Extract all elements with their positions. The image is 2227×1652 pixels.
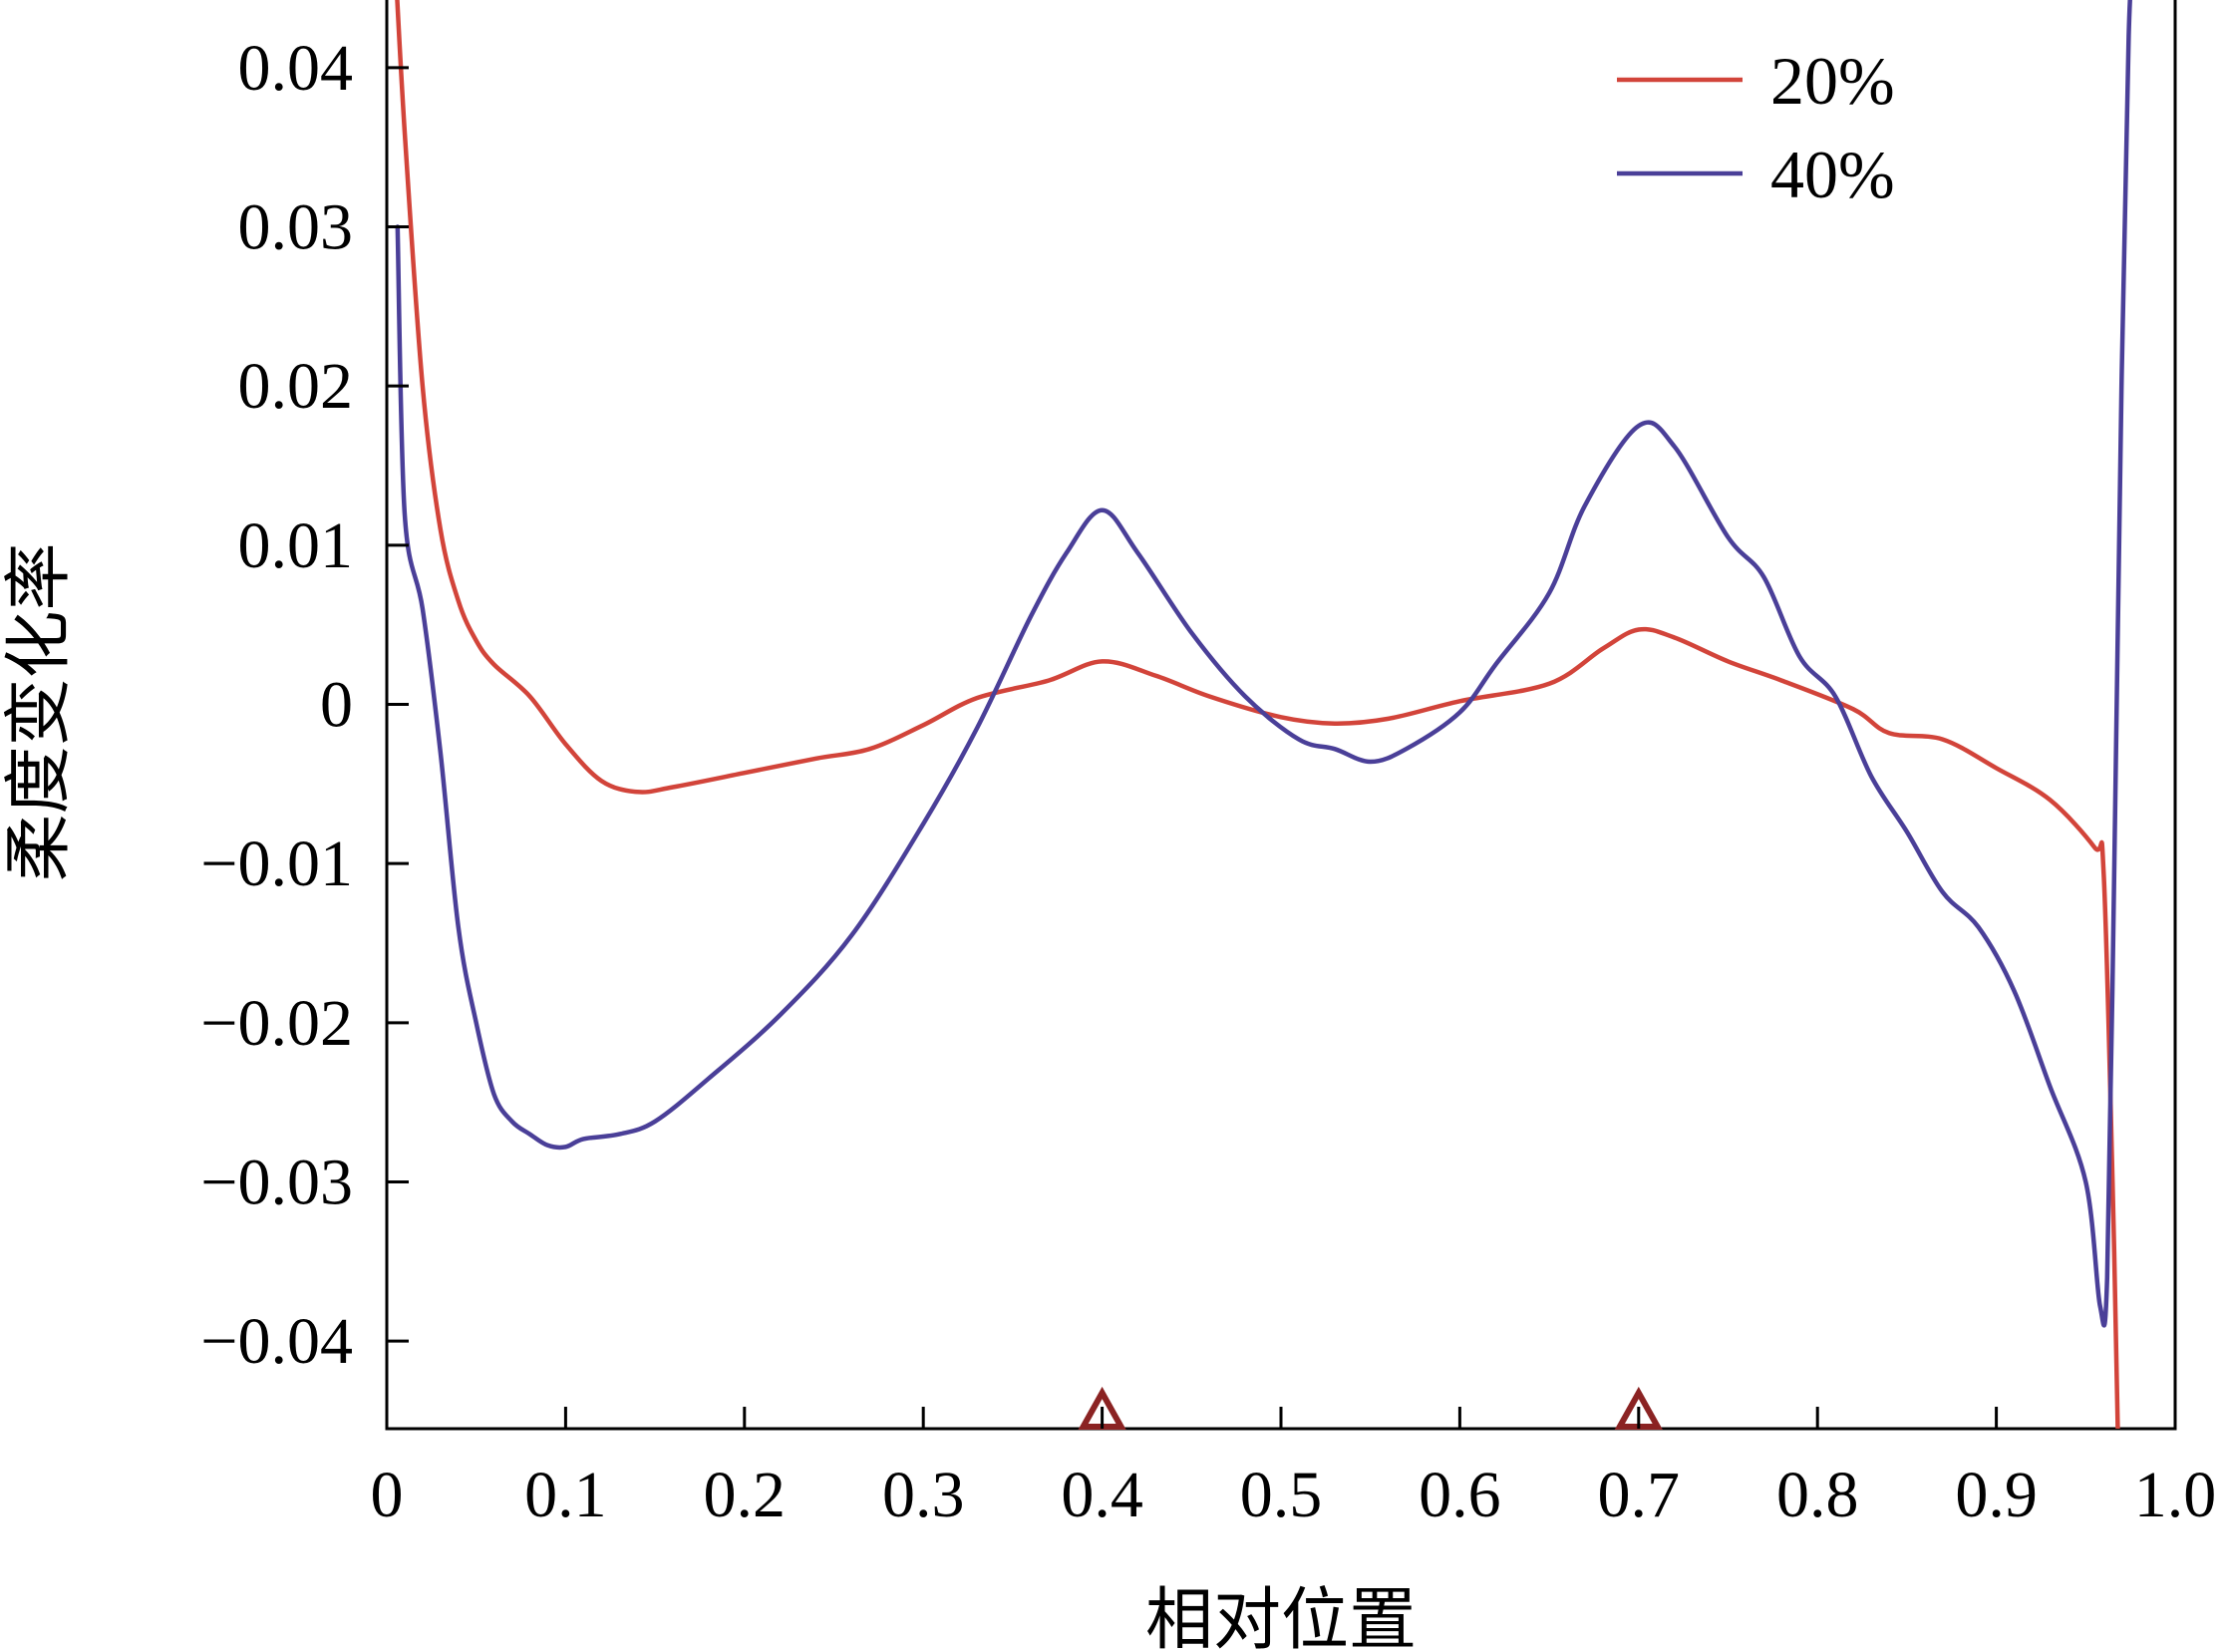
- x-tick-label: 0.8: [1776, 1459, 1859, 1531]
- series-group: [395, 0, 2132, 1429]
- x-axis-title: 相对位置: [1145, 1582, 1417, 1652]
- y-tick-label: 0.02: [238, 350, 354, 423]
- x-tick-label: 0: [371, 1459, 404, 1531]
- x-axis-ticks: 0 0.1 0.2 0.3 0.4 0.5 0.6 0.7 0.8 0.9 1.0: [371, 1407, 2217, 1531]
- x-tick-label: 0.3: [882, 1459, 965, 1531]
- series-line-20%: [395, 0, 2120, 1429]
- legend-label: 40%: [1770, 137, 1895, 212]
- y-tick-label: −0.01: [200, 827, 353, 900]
- x-tick-label: 0.6: [1419, 1459, 1501, 1531]
- legend-label: 20%: [1770, 43, 1895, 119]
- x-tick-label: 1.0: [2134, 1459, 2217, 1531]
- x-tick-label: 0.7: [1598, 1459, 1681, 1531]
- plot-area: [385, 0, 2177, 1431]
- markers-group: [1078, 1386, 1663, 1430]
- y-axis-title: 柔度变化率: [1, 542, 77, 881]
- series-line-40%: [395, 0, 2132, 1328]
- y-tick-label: 0.04: [238, 32, 354, 105]
- x-tick-label: 0.2: [704, 1459, 787, 1531]
- y-tick-label: −0.04: [200, 1305, 353, 1378]
- y-tick-label: −0.03: [200, 1147, 353, 1219]
- x-tick-label: 0.1: [524, 1459, 607, 1531]
- y-tick-label: 0: [320, 669, 353, 742]
- y-tick-label: 0.01: [238, 509, 354, 582]
- legend: 20%40%: [1617, 43, 1895, 212]
- y-tick-label: 0.03: [238, 191, 354, 264]
- x-tick-label: 0.4: [1061, 1459, 1143, 1531]
- y-axis-ticks: 0.04 0.03 0.02 0.01 0 −0.01 −0.02 −0.03 −0.04: [200, 32, 409, 1378]
- plot-frame: [385, 0, 2177, 1431]
- x-tick-label: 0.5: [1240, 1459, 1323, 1531]
- x-tick-label: 0.9: [1955, 1459, 2038, 1531]
- y-tick-label: −0.02: [200, 987, 353, 1060]
